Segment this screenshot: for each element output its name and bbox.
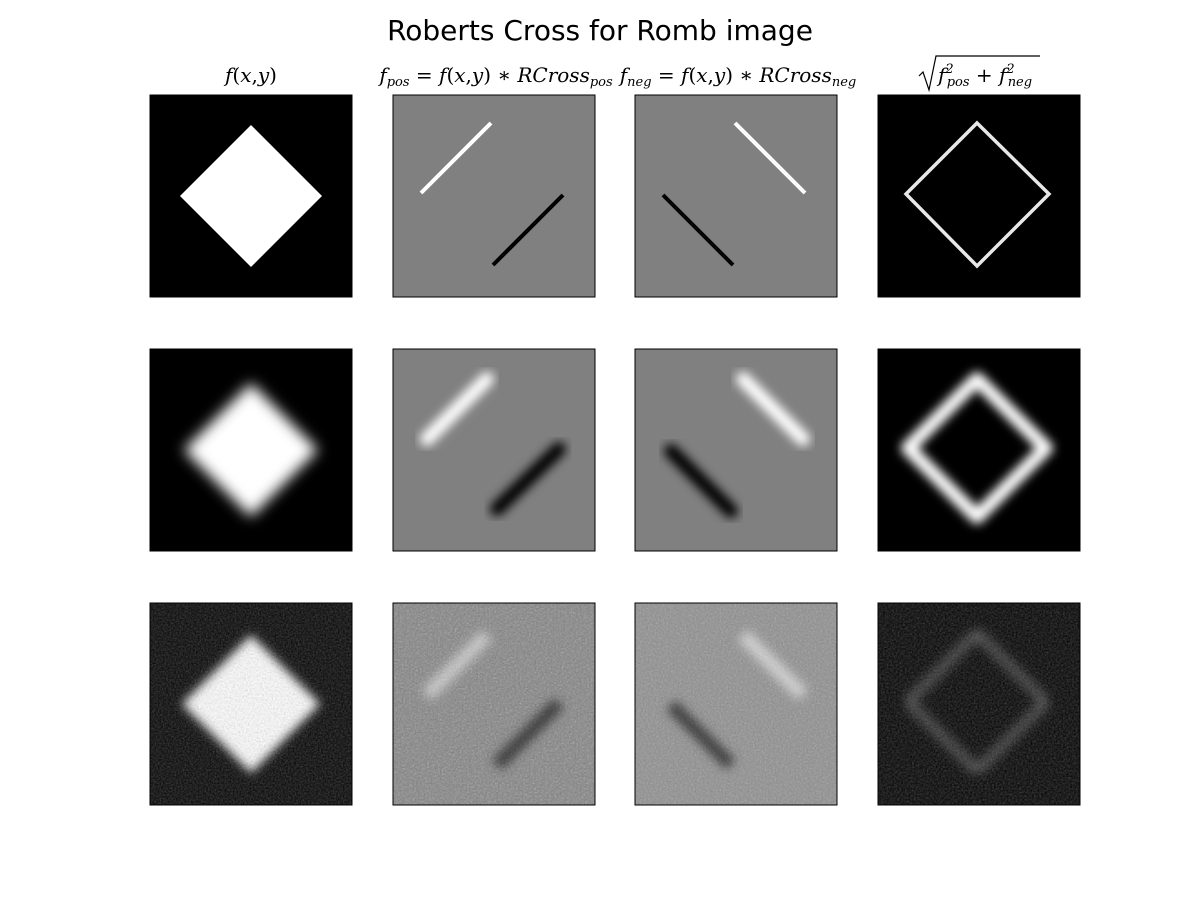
panel-original-noisy — [149, 602, 353, 806]
panel-neg-sharp — [634, 94, 838, 298]
panel-pos-noisy — [392, 602, 596, 806]
panel-original-sharp — [149, 94, 353, 298]
column-label-magnitude: f2 pos + f2 neg — [918, 55, 1040, 93]
figure-title: Roberts Cross for Romb image — [387, 14, 813, 47]
panel-pos-blurred — [392, 348, 596, 552]
panel-neg-noisy — [634, 602, 838, 806]
panel-neg-blurred — [634, 348, 838, 552]
panel-row-noisy — [149, 602, 1081, 806]
panel-row-blurred — [149, 348, 1081, 552]
panel-pos-sharp — [392, 94, 596, 298]
column-label-pos: fpos = f(x,y) ∗ RCrosspos — [377, 63, 613, 90]
panel-row-sharp — [149, 94, 1081, 298]
panel-magnitude-noisy — [877, 602, 1081, 806]
column-label-original: f(x,y) — [223, 63, 277, 87]
panel-magnitude-blurred — [877, 348, 1081, 552]
panel-magnitude-sharp — [877, 94, 1081, 298]
panel-original-blurred — [149, 348, 353, 552]
column-label-neg: fneg = f(x,y) ∗ RCrossneg — [618, 63, 856, 90]
column-labels: f(x,y) fpos = f(x,y) ∗ RCrosspos fneg = … — [223, 55, 1040, 93]
